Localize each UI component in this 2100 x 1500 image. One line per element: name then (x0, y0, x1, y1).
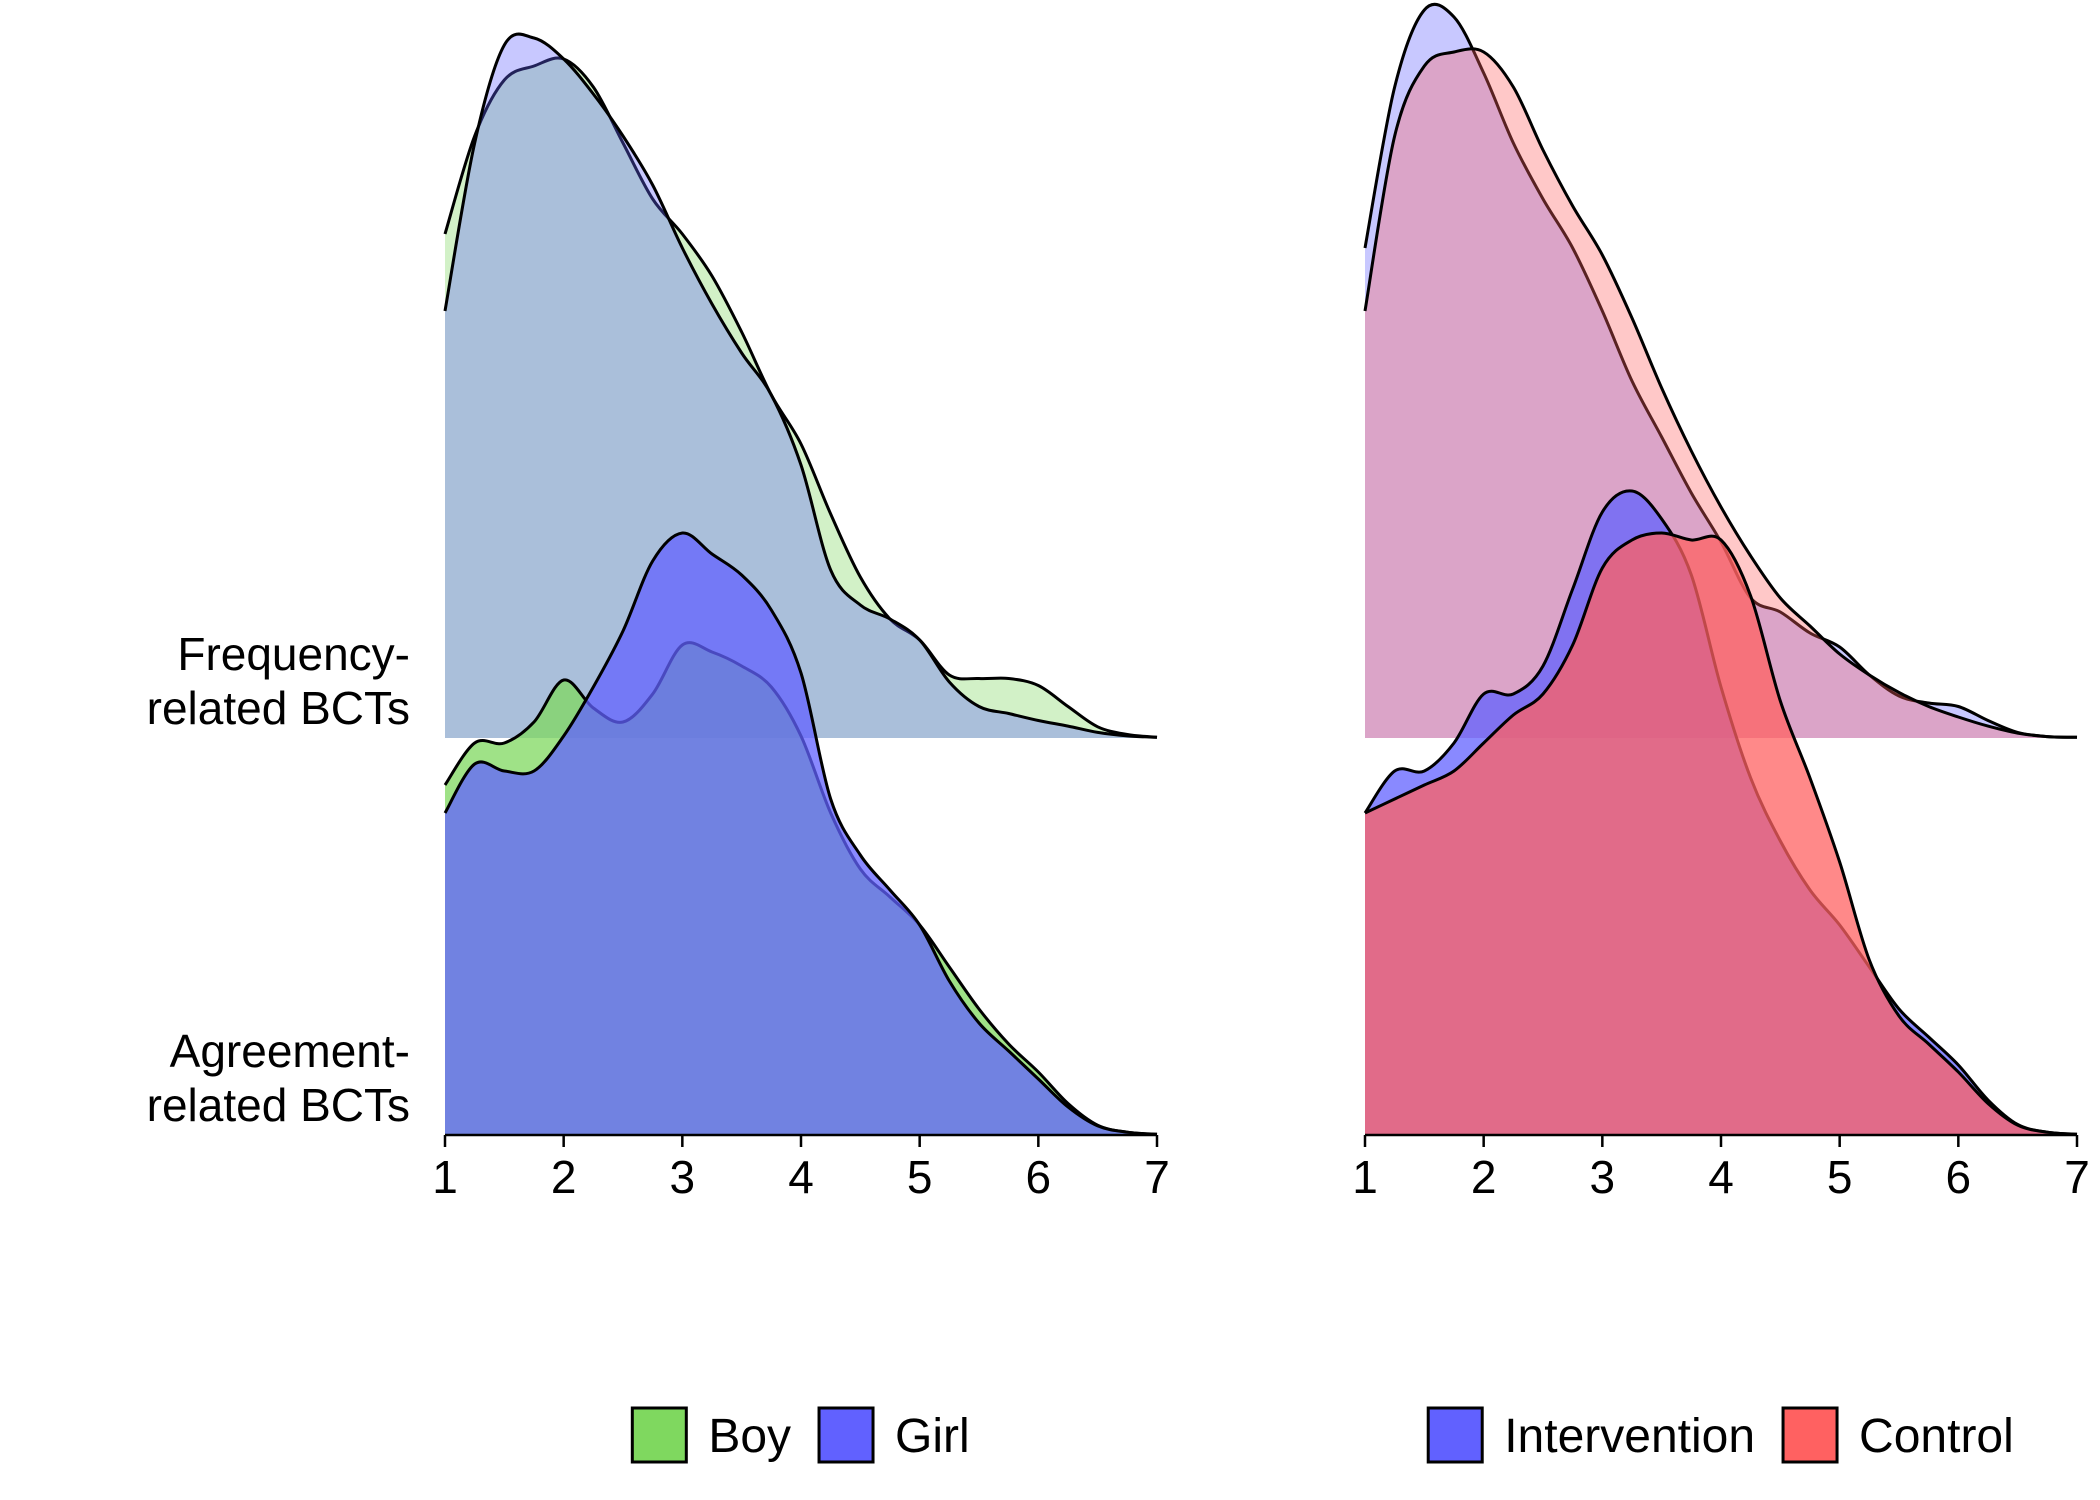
panel-2: 1 2 3 4 5 6 7 Intervention Control (1352, 2, 2090, 1464)
ridge-row-frequency-related-bcts (443, 32, 1158, 739)
row-labels: Frequency-related BCTsAgreement-related … (147, 628, 410, 1131)
row-label-1-line-2: related BCTs (147, 682, 410, 734)
density-area-control-frequency-related-bcts (1365, 48, 2077, 739)
ridge-row-agreement-related-bcts (443, 531, 1158, 1136)
legend-label-girl: Girl (895, 1410, 970, 1463)
legend-panel-1: Boy Girl (630, 1406, 970, 1464)
x-tick-label-7: 7 (2064, 1151, 2090, 1203)
density-line-intervention-frequency-related-bcts (1363, 2, 2078, 739)
density-line-girl-agreement-related-bcts (443, 531, 1158, 1136)
x-tick-label-1: 1 (1352, 1151, 1378, 1203)
legend-swatch-girl (817, 1406, 875, 1464)
density-area-girl-agreement-related-bcts (445, 532, 1157, 1135)
legend-label-boy: Boy (708, 1410, 791, 1463)
x-tick-label-3: 3 (670, 1151, 696, 1203)
x-tick-label-4: 4 (788, 1151, 814, 1203)
ridge-row-agreement-related-bcts (1363, 489, 2078, 1136)
x-tick-label-3: 3 (1590, 1151, 1616, 1203)
x-tick-label-6: 6 (1026, 1151, 1052, 1203)
legend-label-intervention: Intervention (1504, 1410, 1755, 1463)
legend-swatch-boy (630, 1406, 688, 1464)
x-tick-label-2: 2 (1471, 1151, 1497, 1203)
x-tick-label-2: 2 (551, 1151, 577, 1203)
row-label-1-line-1: Frequency- (177, 628, 410, 680)
legend-swatch-intervention (1426, 1406, 1484, 1464)
density-area-boy-frequency-related-bcts (445, 58, 1157, 739)
legend-panel-2: Intervention Control (1426, 1406, 2014, 1464)
x-tick-label-4: 4 (1708, 1151, 1734, 1203)
x-tick-label-1: 1 (432, 1151, 458, 1203)
x-tick-label-5: 5 (907, 1151, 933, 1203)
x-tick-label-5: 5 (1827, 1151, 1853, 1203)
density-line-control-frequency-related-bcts (1363, 47, 2078, 739)
legend-label-control: Control (1859, 1410, 2014, 1463)
row-label-2-line-2: related BCTs (147, 1079, 410, 1131)
x-tick-label-6: 6 (1946, 1151, 1972, 1203)
x-tick-label-7: 7 (1144, 1151, 1170, 1203)
ridge-row-frequency-related-bcts (1363, 2, 2078, 739)
density-line-control-agreement-related-bcts (1364, 531, 2078, 1136)
density-line-boy-frequency-related-bcts (443, 56, 1158, 739)
density-area-girl-frequency-related-bcts (445, 34, 1157, 739)
panel-1: 1 2 3 4 5 6 7 Boy Girl (432, 32, 1170, 1464)
density-area-control-agreement-related-bcts (1365, 533, 2077, 1135)
density-line-girl-frequency-related-bcts (443, 32, 1158, 739)
row-label-2-line-1: Agreement- (170, 1025, 410, 1077)
legend-swatch-control (1781, 1406, 1839, 1464)
density-area-intervention-frequency-related-bcts (1365, 4, 2077, 738)
